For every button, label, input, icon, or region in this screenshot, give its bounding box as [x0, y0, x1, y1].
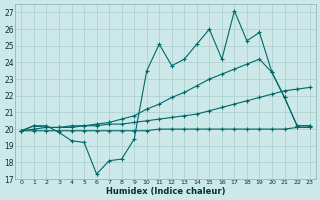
X-axis label: Humidex (Indice chaleur): Humidex (Indice chaleur) — [106, 187, 225, 196]
